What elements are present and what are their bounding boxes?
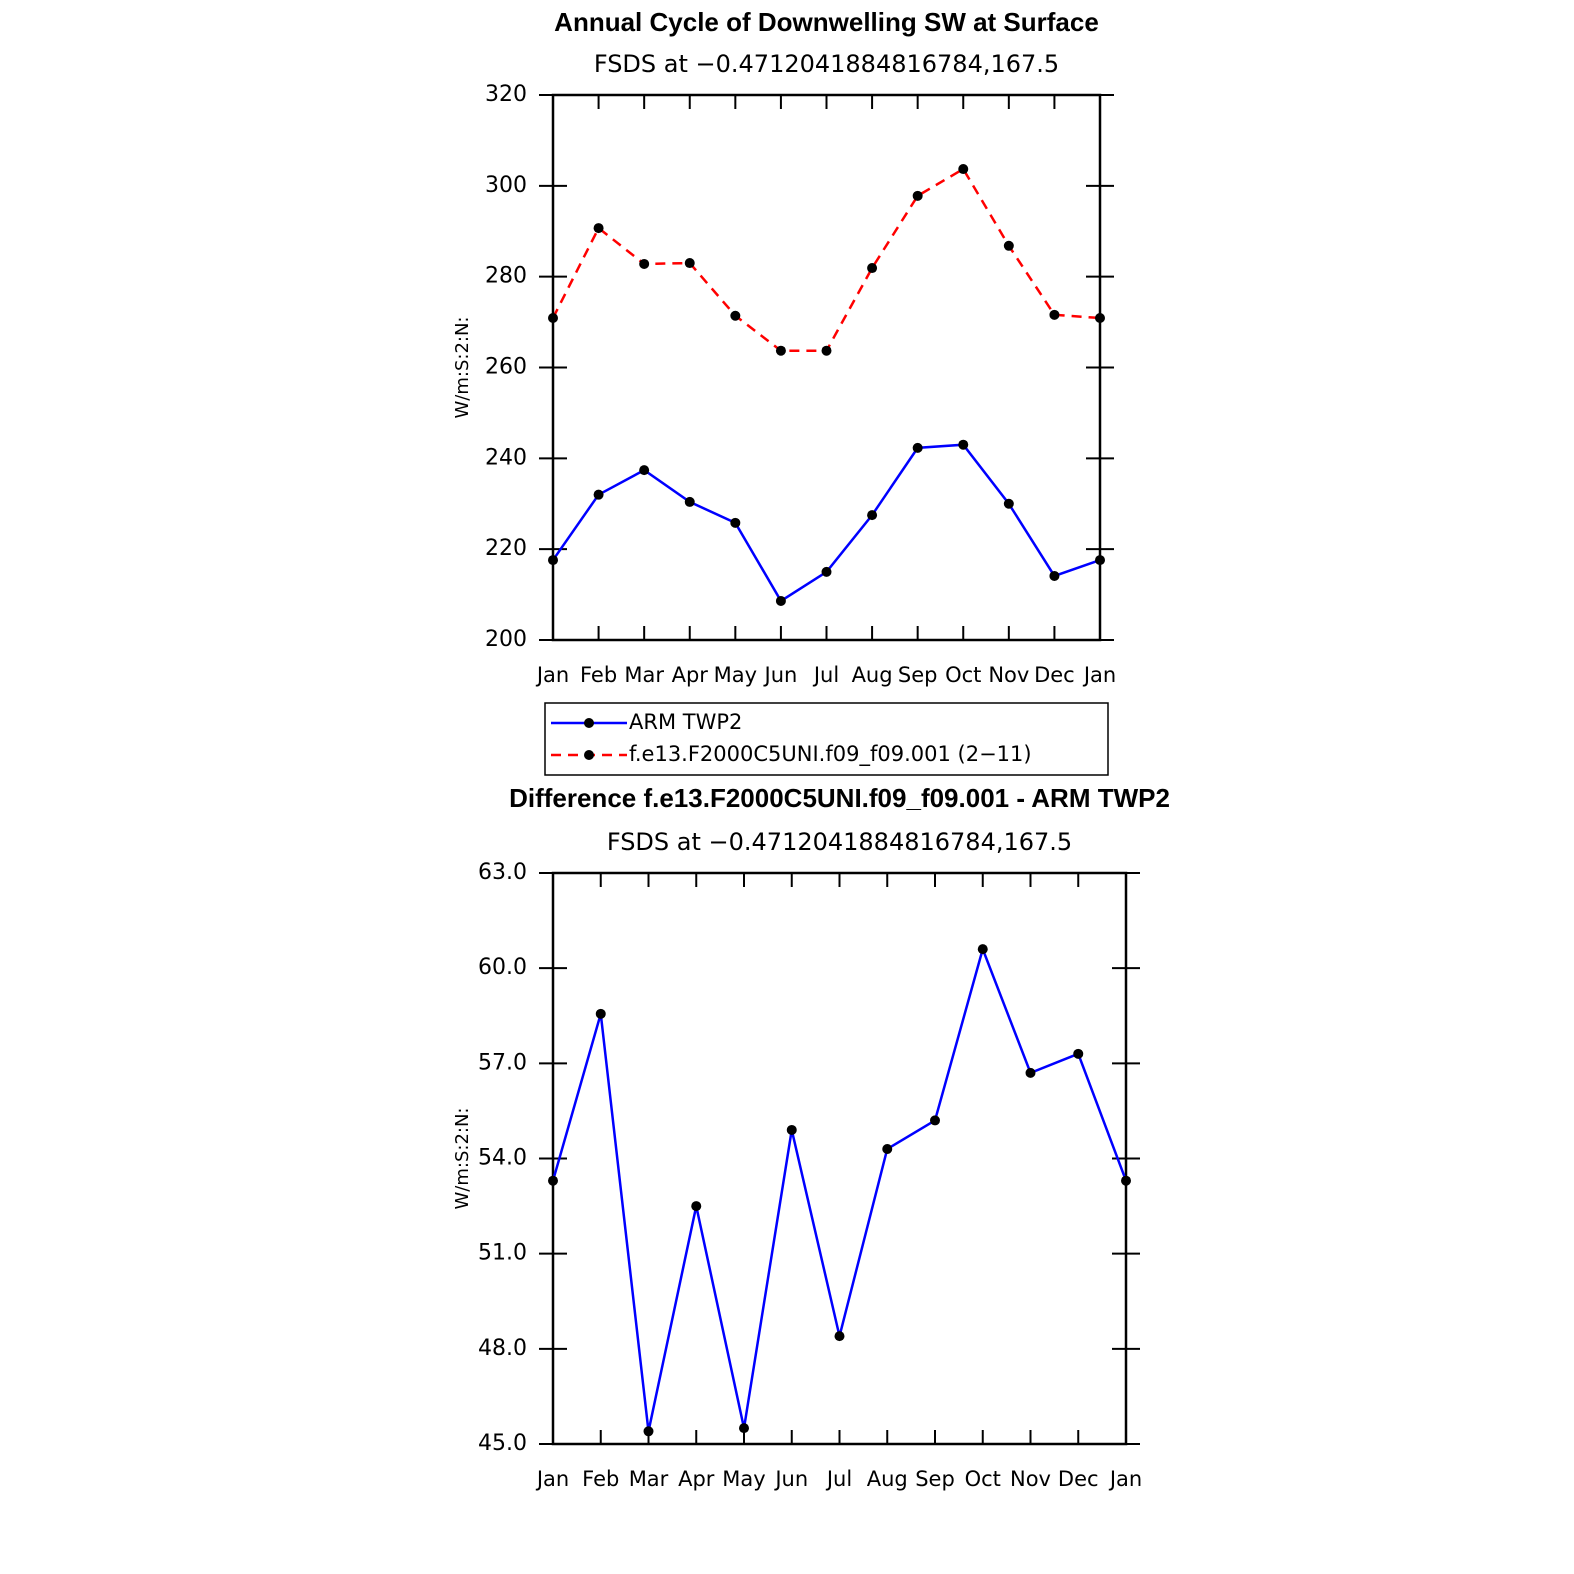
data-point [691,1201,702,1212]
data-point [1003,498,1014,509]
data-point [548,312,558,323]
data-point [821,345,832,356]
data-point [786,1124,797,1135]
y-tick-label: 57.0 [478,1050,527,1075]
data-point [775,345,786,356]
x-tick-label: May [714,663,757,687]
legend-marker [584,750,594,760]
data-point [548,1175,558,1186]
data-point [593,223,604,234]
x-tick-label: May [722,1467,765,1491]
data-point [958,439,969,450]
x-tick-label: Sep [915,1467,955,1491]
x-tick-label: Nov [988,663,1029,687]
y-axis-label: W/m:S:2:N: [452,317,473,419]
data-point [595,1008,606,1019]
x-tick-label: Jan [1082,663,1116,687]
y-tick-label: 320 [485,82,527,107]
x-tick-label: Feb [580,663,617,687]
data-point [548,555,558,566]
y-tick-label: 48.0 [478,1336,527,1361]
legend-label: f.e13.F2000C5UNI.f09_f09.001 (2−11) [629,742,1032,767]
x-tick-label: Dec [1034,663,1075,687]
x-tick-label: Nov [1010,1467,1051,1491]
legend-label: ARM TWP2 [629,710,742,734]
x-tick-label: Jun [763,663,798,687]
chart-title: Annual Cycle of Downwelling SW at Surfac… [554,7,1099,37]
x-tick-label: Apr [672,663,709,687]
x-tick-label: Aug [867,1467,908,1491]
y-tick-label: 300 [485,173,527,198]
data-point [1049,309,1060,320]
legend-box [544,702,1109,776]
data-point [1025,1067,1036,1078]
data-point [1095,312,1105,323]
x-tick-label: Sep [898,663,938,687]
data-point [1049,570,1060,581]
y-tick-label: 45.0 [478,1431,527,1456]
x-tick-label: Mar [629,1467,669,1491]
data-point [958,164,969,175]
x-tick-label: Mar [624,663,664,687]
data-point [684,258,695,269]
y-tick-label: 200 [485,627,527,652]
data-point [593,489,604,500]
chart-subtitle: FSDS at −0.4712041884816784,167.5 [594,50,1059,78]
chart-title: Difference f.e13.F2000C5UNI.f09_f09.001 … [509,783,1170,813]
data-point [730,310,741,321]
x-tick-label: Feb [582,1467,619,1491]
data-point [912,190,923,201]
data-point [684,496,695,507]
x-tick-label: Jun [773,1467,808,1491]
y-tick-label: 280 [485,264,527,289]
x-tick-label: Jan [535,663,569,687]
x-tick-label: Oct [945,663,981,687]
x-tick-label: Jan [535,1467,569,1491]
x-tick-label: Apr [678,1467,715,1491]
x-tick-label: Jul [825,1467,852,1491]
data-point [1073,1048,1084,1059]
data-point [882,1143,893,1154]
y-tick-label: 60.0 [478,955,527,980]
y-tick-label: 54.0 [478,1146,527,1171]
series-line [551,167,1101,352]
y-tick-label: 240 [485,445,527,470]
data-point [639,465,650,476]
plot-frame [551,93,1102,642]
series-line [551,443,1101,603]
data-point [834,1331,845,1342]
y-tick-label: 63.0 [478,860,527,885]
data-point [1095,555,1105,566]
y-tick-label: 260 [485,355,527,380]
x-tick-label: Oct [965,1467,1001,1491]
data-point [639,258,650,269]
data-point [867,263,878,274]
data-point [912,442,923,453]
data-point [643,1426,654,1437]
data-point [1121,1175,1131,1186]
y-axis-label: W/m:S:2:N: [452,1108,473,1210]
y-tick-label: 220 [485,536,527,561]
x-tick-label: Aug [852,663,893,687]
x-tick-label: Jan [1108,1467,1142,1491]
data-point [867,510,878,521]
chart-subtitle: FSDS at −0.4712041884816784,167.5 [607,828,1072,856]
data-point [977,944,988,955]
x-tick-label: Jul [812,663,839,687]
data-point [730,517,741,528]
legend-marker [584,718,594,728]
data-point [775,595,786,606]
y-tick-label: 51.0 [478,1241,527,1266]
x-tick-label: Dec [1058,1467,1099,1491]
data-point [821,566,832,577]
data-point [930,1115,940,1126]
series-line [551,945,1128,1432]
data-point [1003,240,1014,251]
data-point [739,1423,749,1434]
